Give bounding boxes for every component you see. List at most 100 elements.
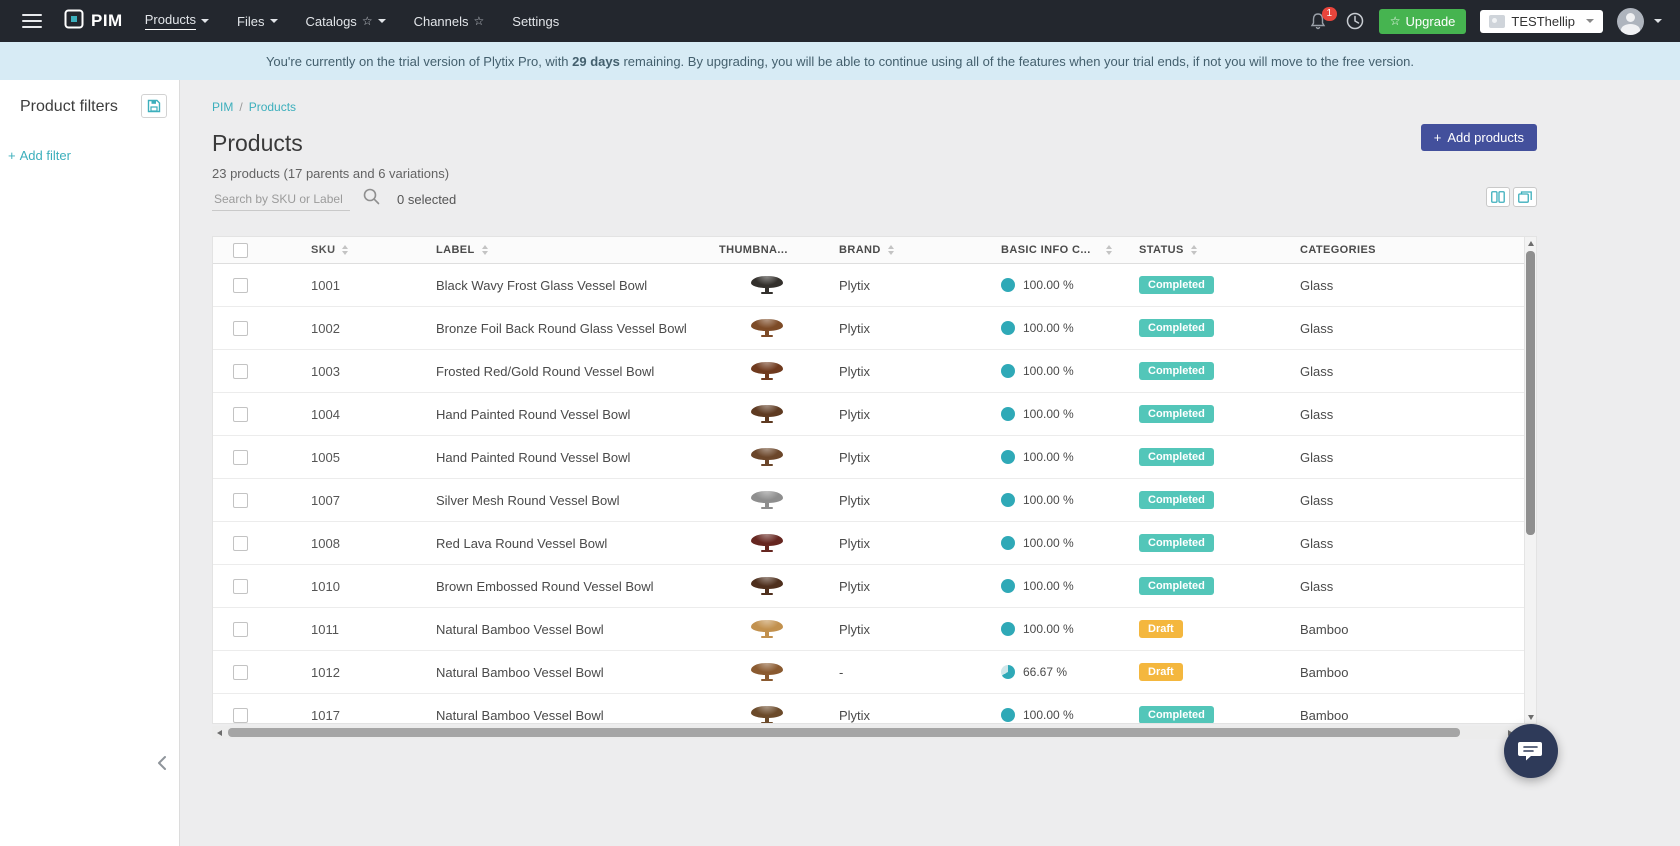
table-row[interactable]: 1001 Black Wavy Frost Glass Vessel Bowl Pl…	[213, 264, 1524, 307]
completeness-pie-icon	[1001, 493, 1015, 507]
app-brand[interactable]: PIM	[64, 9, 123, 34]
nav-item-products[interactable]: Products	[144, 12, 210, 30]
add-filter-link[interactable]: + Add filter	[8, 148, 71, 163]
table-row[interactable]: 1017 Natural Bamboo Vessel Bowl Plytix 100.…	[213, 694, 1524, 723]
row-checkbox[interactable]	[233, 277, 248, 293]
column-label: BASIC INFO C...	[1001, 244, 1091, 256]
row-checkbox[interactable]	[233, 707, 248, 723]
product-thumbnail[interactable]	[751, 362, 783, 380]
card-view-toggle-icon[interactable]	[1513, 187, 1537, 207]
row-checkbox[interactable]	[233, 578, 248, 594]
product-thumbnail[interactable]	[751, 620, 783, 638]
horizontal-scrollbar[interactable]	[212, 726, 1517, 739]
account-switcher[interactable]: TESThellip	[1480, 9, 1603, 33]
table-row[interactable]: 1008 Red Lava Round Vessel Bowl Plytix 100.…	[213, 522, 1524, 565]
notifications-bell-icon[interactable]: 1	[1309, 7, 1337, 32]
row-checkbox[interactable]	[233, 363, 248, 379]
row-checkbox-cell	[213, 535, 299, 551]
row-checkbox[interactable]	[233, 535, 248, 551]
row-label[interactable]: Hand Painted Round Vessel Bowl	[436, 449, 631, 465]
table-row[interactable]: 1011 Natural Bamboo Vessel Bowl Plytix 100.…	[213, 608, 1524, 651]
breadcrumb-pim-link[interactable]: PIM	[212, 100, 234, 114]
brand-name: PIM	[91, 11, 123, 30]
nav-item-files[interactable]: Files	[237, 14, 278, 29]
row-label[interactable]: Red Lava Round Vessel Bowl	[436, 535, 608, 551]
chat-widget-button[interactable]	[1504, 724, 1558, 778]
product-thumbnail[interactable]	[751, 491, 783, 509]
search-icon[interactable]	[362, 187, 381, 211]
row-checkbox[interactable]	[233, 406, 248, 422]
sort-icon[interactable]	[481, 245, 488, 255]
history-clock-icon[interactable]	[1345, 11, 1365, 31]
product-thumbnail[interactable]	[751, 448, 783, 466]
row-label[interactable]: Natural Bamboo Vessel Bowl	[436, 664, 604, 680]
vertical-scrollbar[interactable]	[1524, 237, 1536, 723]
row-checkbox[interactable]	[233, 449, 248, 465]
sort-icon[interactable]	[887, 245, 894, 255]
product-thumbnail[interactable]	[751, 534, 783, 552]
row-categories: Glass	[1300, 406, 1334, 422]
row-label[interactable]: Frosted Red/Gold Round Vessel Bowl	[436, 363, 655, 379]
sort-icon[interactable]	[1190, 245, 1197, 255]
row-checkbox[interactable]	[233, 492, 248, 508]
row-label[interactable]: Bronze Foil Back Round Glass Vessel Bowl	[436, 320, 687, 336]
column-header-label[interactable]: LABEL	[424, 244, 707, 256]
vertical-scrollbar-thumb[interactable]	[1526, 251, 1535, 535]
table-row[interactable]: 1012 Natural Bamboo Vessel Bowl - 66.67 % Dr…	[213, 651, 1524, 694]
column-label: CATEGORIES	[1300, 244, 1376, 256]
row-thumbnail-cell	[707, 448, 827, 466]
table-row[interactable]: 1002 Bronze Foil Back Round Glass Vessel …	[213, 307, 1524, 350]
row-completeness: 66.67 %	[989, 665, 1127, 679]
row-label[interactable]: Brown Embossed Round Vessel Bowl	[436, 578, 654, 594]
column-header-categories[interactable]: CATEGORIES	[1288, 244, 1524, 256]
column-header-sku[interactable]: SKU	[299, 244, 424, 256]
row-label[interactable]: Black Wavy Frost Glass Vessel Bowl	[436, 277, 648, 293]
row-label[interactable]: Natural Bamboo Vessel Bowl	[436, 707, 604, 723]
column-header-thumbnail[interactable]: THUMBNA...	[707, 244, 827, 256]
row-label[interactable]: Hand Painted Round Vessel Bowl	[436, 406, 631, 422]
column-header-basic-info[interactable]: BASIC INFO C...	[989, 244, 1127, 256]
row-label[interactable]: Silver Mesh Round Vessel Bowl	[436, 492, 620, 508]
nav-item-catalogs[interactable]: Catalogs ☆	[306, 14, 386, 29]
select-all-checkbox[interactable]	[233, 242, 248, 258]
sort-icon[interactable]	[342, 245, 349, 255]
row-checkbox[interactable]	[233, 621, 248, 637]
completeness-pie-icon	[1001, 278, 1015, 292]
nav-item-settings[interactable]: Settings	[512, 14, 559, 29]
horizontal-scrollbar-thumb[interactable]	[228, 728, 1460, 737]
table-row[interactable]: 1004 Hand Painted Round Vessel Bowl Plytix…	[213, 393, 1524, 436]
upgrade-button[interactable]: ☆ Upgrade	[1378, 8, 1467, 34]
table-view-toggle-icon[interactable]	[1486, 187, 1510, 207]
product-thumbnail[interactable]	[751, 706, 783, 723]
row-thumbnail-cell	[707, 706, 827, 723]
save-filter-button[interactable]	[141, 94, 167, 118]
nav-item-channels[interactable]: Channels ☆	[414, 14, 485, 29]
column-header-status[interactable]: STATUS	[1127, 244, 1288, 256]
table-row[interactable]: 1010 Brown Embossed Round Vessel Bowl Plyt…	[213, 565, 1524, 608]
row-checkbox[interactable]	[233, 320, 248, 336]
row-checkbox[interactable]	[233, 664, 248, 680]
sidebar-collapse-chevron-icon[interactable]	[157, 755, 167, 776]
search-input[interactable]	[212, 187, 350, 211]
product-thumbnail[interactable]	[751, 405, 783, 423]
add-products-button[interactable]: + Add products	[1420, 124, 1537, 151]
scroll-down-arrow-icon[interactable]	[1525, 711, 1536, 723]
product-thumbnail[interactable]	[751, 663, 783, 681]
product-thumbnail[interactable]	[751, 276, 783, 294]
user-menu[interactable]	[1617, 7, 1662, 35]
row-brand: Plytix	[839, 406, 871, 422]
product-thumbnail[interactable]	[751, 319, 783, 337]
table-row[interactable]: 1003 Frosted Red/Gold Round Vessel Bowl Pl…	[213, 350, 1524, 393]
row-categories: Glass	[1300, 363, 1334, 379]
sort-icon[interactable]	[1105, 245, 1112, 255]
hamburger-menu-icon[interactable]	[22, 14, 42, 28]
row-status: Completed	[1127, 405, 1288, 423]
breadcrumb-products-link[interactable]: Products	[248, 100, 297, 114]
scroll-left-arrow-icon[interactable]	[212, 726, 226, 739]
table-row[interactable]: 1007 Silver Mesh Round Vessel Bowl Plytix 1…	[213, 479, 1524, 522]
table-row[interactable]: 1005 Hand Painted Round Vessel Bowl Plytix…	[213, 436, 1524, 479]
row-label[interactable]: Natural Bamboo Vessel Bowl	[436, 621, 604, 637]
product-thumbnail[interactable]	[751, 577, 783, 595]
column-header-brand[interactable]: BRAND	[827, 244, 989, 256]
scroll-up-arrow-icon[interactable]	[1525, 237, 1536, 249]
